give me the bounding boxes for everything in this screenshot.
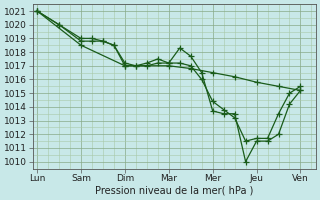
X-axis label: Pression niveau de la mer( hPa ): Pression niveau de la mer( hPa )	[95, 186, 253, 196]
